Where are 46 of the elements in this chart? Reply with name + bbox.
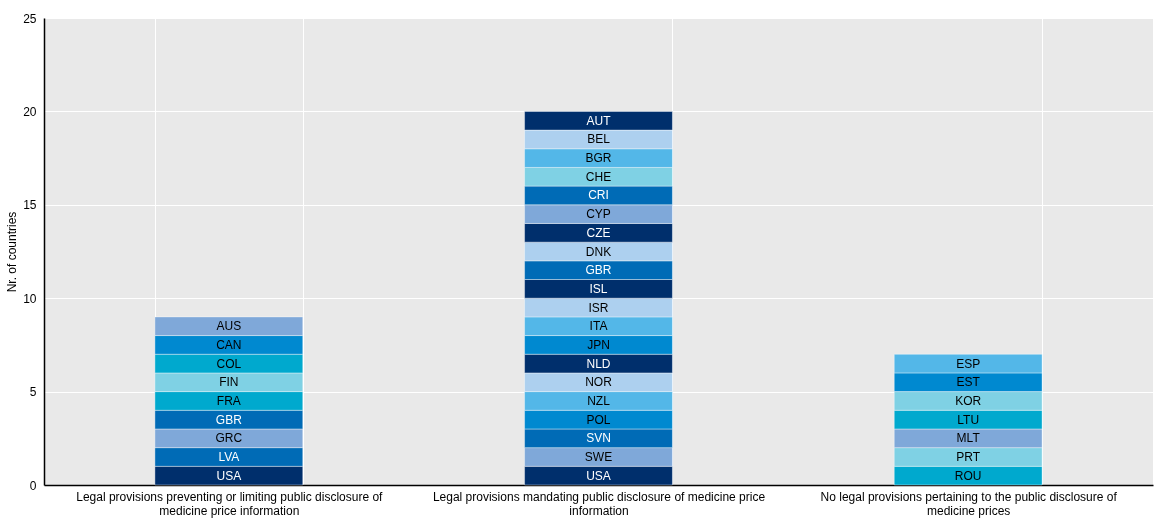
data-label: KOR [955,393,982,408]
data-label: ISL [589,281,608,296]
data-label: CZE [586,225,611,240]
data-label: ROU [954,468,982,483]
data-label: USA [586,468,611,483]
data-label: FRA [216,393,241,408]
data-label: AUS [216,319,242,334]
y-tick-label: 0 [29,478,37,493]
data-label: CAN [216,337,242,352]
y-tick-label: 5 [29,385,37,400]
x-tick-label: Legal provisions preventing or limiting public disclosure of medicine price information [76,489,384,518]
data-label: BGR [585,151,612,166]
y-tick-label: 10 [23,291,37,306]
data-label: FIN [219,375,239,390]
y-axis-title: Nr. of countries [5,211,20,293]
data-label: ESP [956,356,981,371]
data-label: JPN [587,337,610,352]
data-label: SVN [586,431,611,446]
data-label: MLT [956,431,981,446]
x-tick-label: No legal provisions pertaining to the public disclosure of medicine prices [820,489,1118,518]
data-label: CHE [585,169,612,184]
data-label: NLD [586,356,611,371]
data-label: NOR [585,375,613,390]
data-label: LVA [218,449,240,464]
data-label: CRI [588,188,609,203]
data-label: LTU [957,412,980,427]
y-tick-label: 15 [23,198,37,213]
data-label: NZL [587,393,611,408]
x-tick-label: Legal provisions mandating public disclosure of medicine price information [432,489,766,518]
data-label: SWE [584,449,613,464]
data-label: GBR [585,263,612,278]
data-label: GRC [215,431,243,446]
data-label: USA [216,468,242,483]
data-label: ISR [588,300,609,315]
data-label: GBR [215,412,243,427]
y-tick-label: 25 [23,11,37,26]
data-label: CYP [586,207,611,222]
data-label: BEL [587,132,611,147]
data-label: DNK [585,244,612,259]
data-label: POL [586,412,611,427]
y-tick-label: 20 [23,104,37,119]
data-label: ITA [589,319,608,334]
data-label: EST [956,375,981,390]
data-label: COL [216,356,242,371]
data-label: AUT [586,113,612,128]
data-label: PRT [956,449,981,464]
